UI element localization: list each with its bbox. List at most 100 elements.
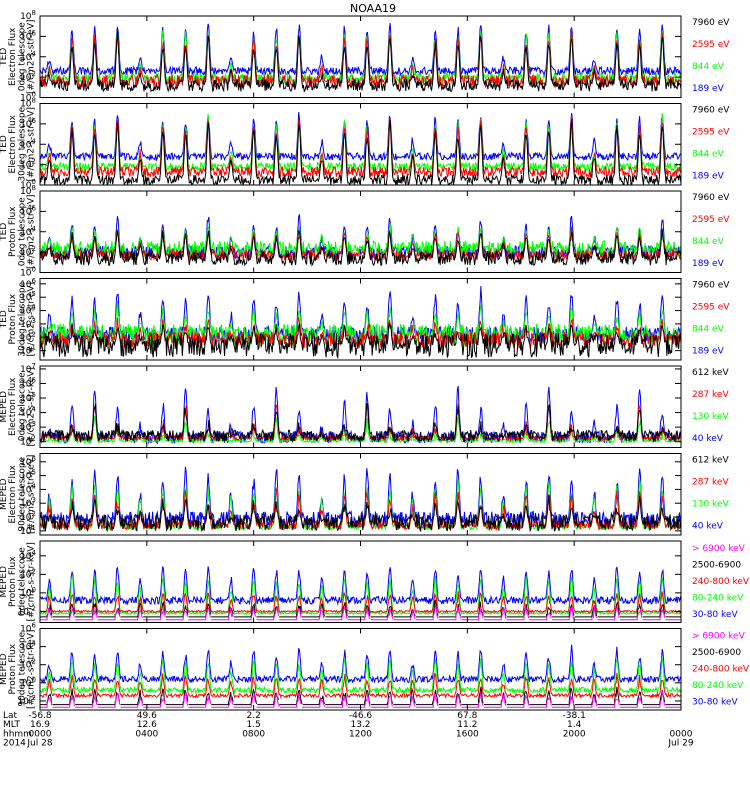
- y-axis-label-line: 30deg telescope: [17, 106, 27, 181]
- y-tick-exponent: 2: [32, 158, 36, 166]
- y-axis-label-line: 0deg telescope: [17, 547, 27, 617]
- legend-label-2595-ev: 2595 eV: [692, 40, 730, 50]
- y-tick-exponent: 0: [32, 266, 36, 274]
- legend-label-80-240-kev: 80-240 keV: [692, 594, 744, 604]
- series-line-80-240-kev: [40, 575, 681, 616]
- y-axis-label-line: [#/cm2-s-str-keV]: [27, 630, 37, 709]
- y-axis-label-line: 0deg telescope: [17, 22, 27, 92]
- panel-frame: [39, 628, 682, 711]
- y-axis-label: MEPEDProton Flux0deg telescope[#/cm2-s-s…: [0, 542, 37, 621]
- legend-label-40-kev: 40 keV: [692, 522, 724, 532]
- time-row-value: 2.2: [247, 711, 261, 721]
- y-axis-label: TEDProton Flux0deg telescope[#/cm2-s-str…: [0, 194, 37, 269]
- legend-label-30-80-kev: 30-80 keV: [692, 610, 738, 620]
- y-tick-exponent: 1: [32, 344, 36, 352]
- y-tick-exponent: 4: [32, 304, 37, 312]
- legend-label-844-ev: 844 eV: [692, 150, 725, 160]
- time-row-value: -56.8: [28, 711, 52, 721]
- y-tick-exponent: 6: [32, 622, 37, 630]
- y-tick-exponent: 3: [32, 420, 36, 428]
- time-row-value: 0000: [29, 729, 52, 739]
- y-axis-label: MEPEDElectron Flux0deg telescope[#/cm2-s…: [0, 367, 37, 446]
- time-row-value: 67.8: [457, 711, 477, 721]
- y-axis-label-line: [#/cm2-s-str-eV]: [27, 194, 37, 269]
- time-row-value: 49.6: [137, 711, 157, 721]
- y-tick-exponent: 4: [32, 406, 37, 414]
- y-tick-exponent: 8: [32, 97, 36, 105]
- y-axis-label-line: 30deg telescope: [17, 281, 27, 356]
- legend-label-189-ev: 189 eV: [692, 259, 725, 269]
- y-axis-label-line: [#/cm2-s-str-keV]: [27, 455, 37, 534]
- legend-label-130-kev: 130 keV: [692, 412, 729, 422]
- time-row-value: 0400: [135, 729, 158, 739]
- y-tick-exponent: 5: [32, 391, 36, 399]
- time-row-label-lat: Lat: [3, 711, 18, 721]
- legend-label-2595-ev: 2595 eV: [692, 215, 730, 225]
- y-axis-label-line: Proton Flux: [8, 206, 18, 257]
- y-tick-exponent: 4: [32, 137, 37, 145]
- y-tick-exponent: 6: [32, 204, 37, 212]
- y-tick-exponent: 4: [32, 482, 37, 490]
- y-axis-label: MEPEDElectron Flux90deg telescope[#/cm2-…: [0, 455, 37, 534]
- y-axis-label-line: MEPED: [0, 566, 9, 598]
- y-tick-exponent: 6: [32, 455, 37, 463]
- y-tick-exponent: 7: [32, 362, 36, 370]
- y-axis-label-line: [#/cm2-s-str-keV]: [27, 542, 37, 621]
- y-tick-exponent: -2: [29, 604, 36, 612]
- time-row-value: Jul 28: [26, 739, 52, 749]
- time-row-value: 1600: [456, 729, 479, 739]
- y-tick-exponent: 2: [32, 330, 36, 338]
- y-tick-exponent: 0: [32, 676, 36, 684]
- y-tick-exponent: 8: [32, 9, 36, 17]
- time-row-value: -46.6: [349, 711, 373, 721]
- y-tick-exponent: 4: [32, 225, 37, 233]
- series-line-240-800-kev: [40, 591, 681, 614]
- y-axis-label-line: 0deg telescope: [17, 197, 27, 267]
- series-line-612-kev: [40, 495, 681, 533]
- series-line-612-kev: [40, 402, 681, 444]
- y-tick-exponent: 0: [32, 178, 36, 186]
- legend-label-2500-6900: 2500-6900: [692, 561, 741, 571]
- legend-label-40-kev: 40 keV: [692, 434, 724, 444]
- y-axis-label-line: Proton Flux: [8, 293, 18, 344]
- legend-label-80-240-kev: 80-240 keV: [692, 681, 744, 691]
- y-axis-label-line: [#/cm2-s-str-eV]: [27, 282, 37, 357]
- legend-label-189-ev: 189 eV: [692, 347, 725, 357]
- time-row-value: 13.2: [350, 720, 370, 730]
- time-row-value: 1.5: [247, 720, 261, 730]
- y-axis-label-line: [#/cm2-s-str-eV]: [27, 107, 37, 182]
- y-tick-exponent: 6: [32, 376, 37, 384]
- y-tick-exponent: -2: [29, 694, 36, 702]
- y-axis-label-line: [#/cm2-s-str-keV]: [27, 367, 37, 446]
- y-axis-label: MEPEDProton Flux90deg telescope[#/cm2-s-…: [0, 630, 37, 709]
- legend-label-189-ev: 189 eV: [692, 172, 725, 182]
- legend-label-7960-ev: 7960 eV: [692, 281, 730, 291]
- panel-traces: [40, 213, 681, 267]
- y-axis-label-line: [#/cm2-s-str-eV]: [27, 19, 37, 94]
- y-axis-label-line: TED: [0, 223, 9, 242]
- series-line-30-80-kev: [40, 566, 681, 606]
- y-tick-exponent: 2: [32, 567, 36, 575]
- y-axis-label-line: Proton Flux: [8, 556, 18, 607]
- series-line-7960-ev: [40, 228, 681, 267]
- panel-traces: [40, 466, 681, 533]
- time-row-value: Jul 29: [667, 739, 693, 749]
- time-row-value: 1.4: [567, 720, 582, 730]
- time-axis-labels: Lat -56.8 49.6 2.2 -46.6 67.8 -38.1 MLT 16.9 12.6…: [3, 711, 694, 749]
- series-line-189-ev: [40, 23, 681, 77]
- legend-label-240-800-kev: 240-800 keV: [692, 665, 750, 675]
- legend-label-287-kev: 287 keV: [692, 390, 729, 400]
- legend-label-2500-6900: 2500-6900: [692, 648, 741, 658]
- time-row-label-mlt: MLT: [3, 720, 21, 730]
- series-line-189-ev: [40, 213, 681, 260]
- time-row-value: 16.9: [30, 720, 50, 730]
- legend-label-130-kev: 130 keV: [692, 500, 729, 510]
